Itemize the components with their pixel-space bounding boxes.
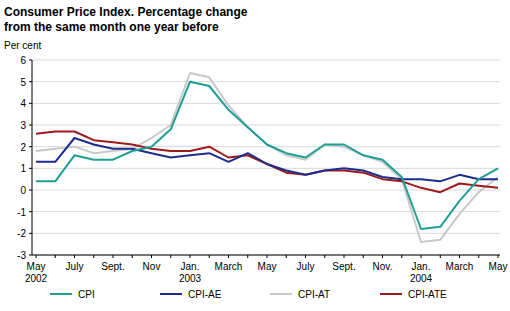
x-axis xyxy=(32,255,500,256)
x-tick-label-line: Nov. xyxy=(373,261,393,272)
legend-label: CPI-ATE xyxy=(408,289,447,300)
x-tick-label: March xyxy=(215,261,243,272)
y-tick-label: -3 xyxy=(17,250,26,261)
x-tick xyxy=(170,255,171,258)
grid-line xyxy=(32,103,500,104)
x-tick-label: May xyxy=(489,261,508,272)
y-tick-label: 4 xyxy=(20,98,26,109)
y-tick-label: 0 xyxy=(20,185,26,196)
title: Consumer Price Index. Percentage changef… xyxy=(4,5,248,34)
x-tick xyxy=(74,255,75,258)
grid-line xyxy=(32,233,500,234)
x-tick-label-line: 2003 xyxy=(179,273,202,284)
y-tick-label: -2 xyxy=(17,228,26,239)
legend-swatch xyxy=(270,293,292,295)
grid-line xyxy=(32,60,500,61)
x-tick xyxy=(36,255,37,258)
x-tick-label: Sept. xyxy=(101,261,124,272)
x-tick-label: March xyxy=(446,261,474,272)
chart: Consumer Price Index. Percentage changef… xyxy=(0,0,510,311)
x-tick xyxy=(324,255,325,258)
x-tick xyxy=(305,255,306,258)
x-tick-label-line: July xyxy=(66,261,84,272)
legend-label: CPI xyxy=(78,289,95,300)
x-tick xyxy=(209,255,210,258)
x-tick xyxy=(113,255,114,258)
legend-swatch xyxy=(380,293,402,295)
x-tick-label-line: Sept. xyxy=(332,261,355,272)
series-line xyxy=(36,73,498,242)
y-tick-label: -1 xyxy=(17,207,26,218)
series-line xyxy=(36,132,498,193)
x-tick xyxy=(401,255,402,258)
x-tick xyxy=(421,255,422,258)
y-label: Per cent xyxy=(4,40,41,51)
y-tick-label: 3 xyxy=(20,120,26,131)
x-tick-label-line: May xyxy=(489,261,508,272)
lines xyxy=(36,73,498,242)
x-tick-label: July xyxy=(297,261,315,272)
x-tick xyxy=(190,255,191,258)
x-tick xyxy=(228,255,229,258)
x-tick-label: May2002 xyxy=(25,261,48,284)
x-tick xyxy=(344,255,345,258)
x-tick xyxy=(382,255,383,258)
x-tick-label-line: Jan. xyxy=(412,261,431,272)
x-tick-label-line: July xyxy=(297,261,315,272)
x-tick-label-line: Nov xyxy=(143,261,161,272)
x-tick xyxy=(440,255,441,258)
x-tick-label: Nov. xyxy=(373,261,393,272)
x-tick-label-line: March xyxy=(446,261,474,272)
x-tick xyxy=(151,255,152,258)
y-tick-label: 6 xyxy=(20,55,26,66)
x-tick xyxy=(478,255,479,258)
legend-label: CPI-AT xyxy=(298,289,330,300)
x-tick-label-line: May xyxy=(258,261,277,272)
x-tick-label: July xyxy=(66,261,84,272)
legend-swatch xyxy=(160,293,182,295)
x-tick-label-line: March xyxy=(215,261,243,272)
x-tick xyxy=(286,255,287,258)
x-tick-label-line: Sept. xyxy=(101,261,124,272)
legend-label: CPI-AE xyxy=(188,289,222,300)
x-tick xyxy=(459,255,460,258)
x-tick-label: Jan.2004 xyxy=(410,261,433,284)
x-tick-label-line: 2002 xyxy=(25,273,48,284)
x-tick-label: Sept. xyxy=(332,261,355,272)
x-tick xyxy=(267,255,268,258)
grid-line xyxy=(32,168,500,169)
x-tick xyxy=(93,255,94,258)
x-tick-label: Nov xyxy=(143,261,161,272)
title-line: Consumer Price Index. Percentage change xyxy=(4,5,248,19)
x-tick-label-line: 2004 xyxy=(410,273,433,284)
x-tick-label-line: Jan. xyxy=(181,261,200,272)
grid-line xyxy=(32,125,500,126)
x-tick xyxy=(363,255,364,258)
legend-swatch xyxy=(50,293,72,295)
y-tick-label: 5 xyxy=(20,77,26,88)
x-tick xyxy=(498,255,499,258)
x-tick-label: Jan.2003 xyxy=(179,261,202,284)
x-tick xyxy=(247,255,248,258)
x-tick xyxy=(55,255,56,258)
y-axis xyxy=(32,60,33,255)
x-tick-label: May xyxy=(258,261,277,272)
grid-line xyxy=(32,211,500,212)
title-line: from the same month one year before xyxy=(4,20,219,34)
y-tick-label: 2 xyxy=(20,142,26,153)
grid-line xyxy=(32,81,500,82)
series-line xyxy=(36,82,498,229)
x-tick xyxy=(132,255,133,258)
y-tick-label: 1 xyxy=(20,163,26,174)
grid-line xyxy=(32,255,500,256)
x-tick-label-line: May xyxy=(27,261,46,272)
